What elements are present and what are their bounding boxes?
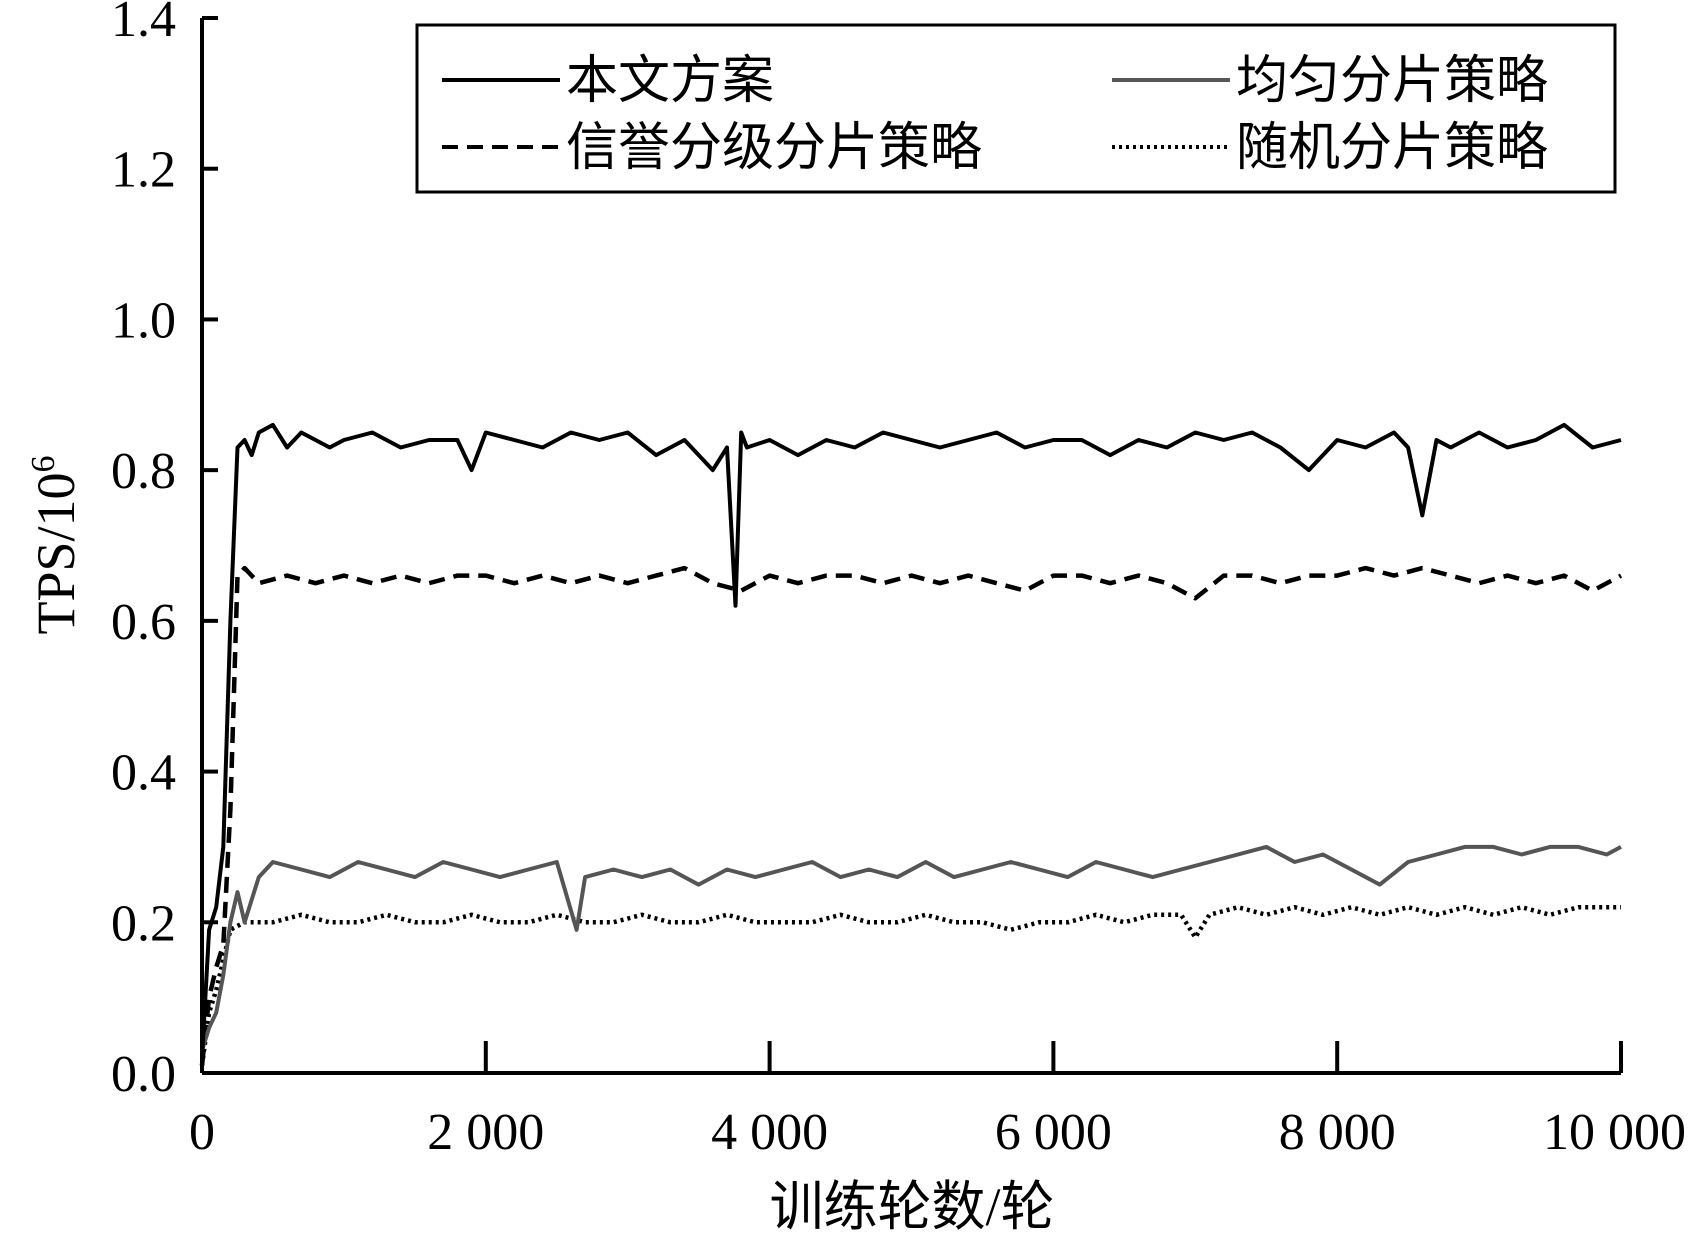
legend-label-3: 随机分片策略 (1236, 120, 1548, 177)
y-tick-label: 0.8 (111, 443, 176, 500)
y-tick-label: 0.6 (111, 594, 176, 651)
series-layer (199, 422, 1623, 1066)
x-tick-label: 8 000 (1279, 1104, 1396, 1161)
x-axis-label: 训练轮数/轮 (769, 1177, 1054, 1237)
y-tick-label: 1.4 (111, 0, 176, 48)
x-tick-label: 4 000 (711, 1104, 828, 1161)
y-tick-label: 1.0 (111, 292, 176, 349)
legend-label-1: 均匀分片策略 (1236, 53, 1548, 110)
series-line-2 (199, 565, 1623, 1066)
axes-layer (200, 18, 1621, 1075)
ticks-layer: 0.0 0.2 0.4 0.6 0.8 1.0 1.2 1.4 0 2 000 4 000 6 000… (111, 0, 1686, 1161)
x-tick-label: 10 000 (1543, 1104, 1686, 1161)
y-axis-label-base: TPS/10 (26, 472, 86, 634)
series-line-1 (200, 844, 1622, 1051)
series-line-0 (200, 422, 1622, 1059)
y-tick-label: 1.2 (111, 142, 176, 199)
y-tick-label: 0.0 (111, 1046, 176, 1103)
y-tick-label: 0.2 (111, 895, 176, 952)
legend-label-2: 信誉分级分片策略 (566, 120, 982, 177)
series-line-3 (199, 904, 1621, 1066)
y-axis-label-exponent: 6 (25, 455, 62, 472)
x-tick-label: 2 000 (427, 1104, 544, 1161)
x-tick-label: 0 (189, 1104, 215, 1161)
y-axis-label: TPS/106 (25, 455, 86, 634)
y-tick-label: 0.4 (111, 745, 176, 802)
legend-box (415, 23, 1617, 194)
x-tick-label: 6 000 (995, 1104, 1112, 1161)
legend-label-0: 本文方案 (566, 53, 774, 110)
